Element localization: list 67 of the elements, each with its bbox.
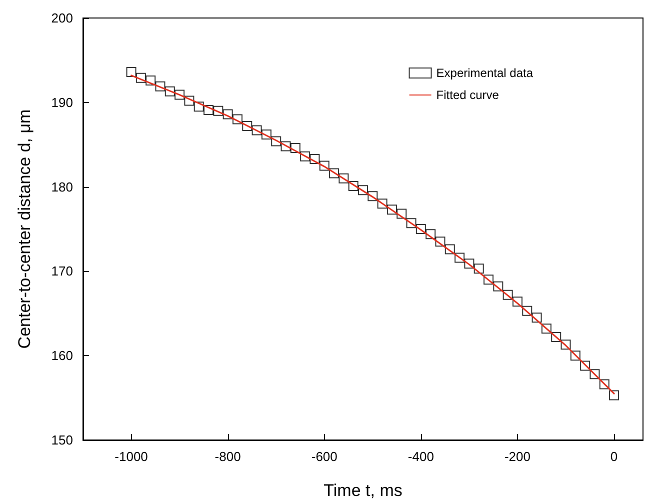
point	[502, 290, 513, 300]
point	[493, 281, 504, 292]
point	[609, 390, 620, 400]
point	[146, 75, 156, 86]
point	[551, 332, 562, 342]
point	[454, 252, 465, 263]
point	[261, 129, 272, 140]
point	[242, 121, 252, 132]
x-axis-title: Time t, ms	[324, 481, 402, 500]
point	[377, 198, 388, 209]
point	[338, 173, 349, 184]
y-tick-label: 190	[51, 94, 73, 110]
point	[386, 204, 397, 215]
point	[570, 350, 580, 361]
point	[136, 72, 146, 83]
point	[358, 185, 368, 196]
point	[590, 369, 600, 380]
point	[416, 224, 426, 234]
point	[290, 142, 300, 153]
point	[348, 180, 358, 191]
point	[464, 258, 474, 269]
x-tick-label: 0	[610, 449, 618, 464]
point	[522, 306, 532, 316]
y-tick-label: 180	[51, 179, 73, 194]
x-tick-label: -800	[214, 449, 241, 464]
point	[484, 274, 494, 285]
point	[541, 324, 552, 334]
x-tick-label: -600	[311, 449, 338, 464]
y-tick-label: 200	[51, 10, 73, 26]
point	[204, 104, 214, 115]
y-axis-title: Center-to-center distance d, μm	[15, 109, 34, 349]
point	[271, 136, 282, 146]
point	[155, 81, 166, 92]
point	[426, 229, 436, 240]
legend-label: Experimental data	[436, 66, 534, 80]
x-tick-label: -200	[504, 449, 530, 464]
point	[435, 236, 446, 247]
point	[406, 218, 416, 228]
point	[444, 244, 455, 254]
point	[532, 312, 542, 323]
point	[194, 102, 204, 112]
legend-label: Fitted curve	[436, 88, 500, 102]
point	[310, 154, 320, 164]
point	[232, 114, 242, 124]
y-tick-label: 170	[51, 264, 73, 279]
point	[252, 125, 262, 136]
point	[300, 151, 310, 162]
point	[580, 360, 590, 371]
point	[368, 191, 378, 202]
point	[280, 141, 291, 152]
point	[164, 86, 175, 96]
point	[184, 96, 194, 106]
x-tick-label: -400	[408, 449, 434, 464]
point	[126, 67, 136, 78]
y-tick-label: 150	[51, 432, 73, 448]
point	[329, 168, 340, 178]
point	[599, 379, 610, 390]
point	[396, 208, 407, 219]
point	[222, 109, 233, 120]
point	[319, 160, 330, 171]
point	[512, 296, 522, 307]
point	[560, 340, 571, 350]
y-tick-label: 160	[51, 348, 73, 364]
x-tick-label: -1000	[114, 449, 148, 464]
point	[474, 264, 484, 274]
point	[213, 106, 224, 116]
point	[174, 90, 185, 100]
